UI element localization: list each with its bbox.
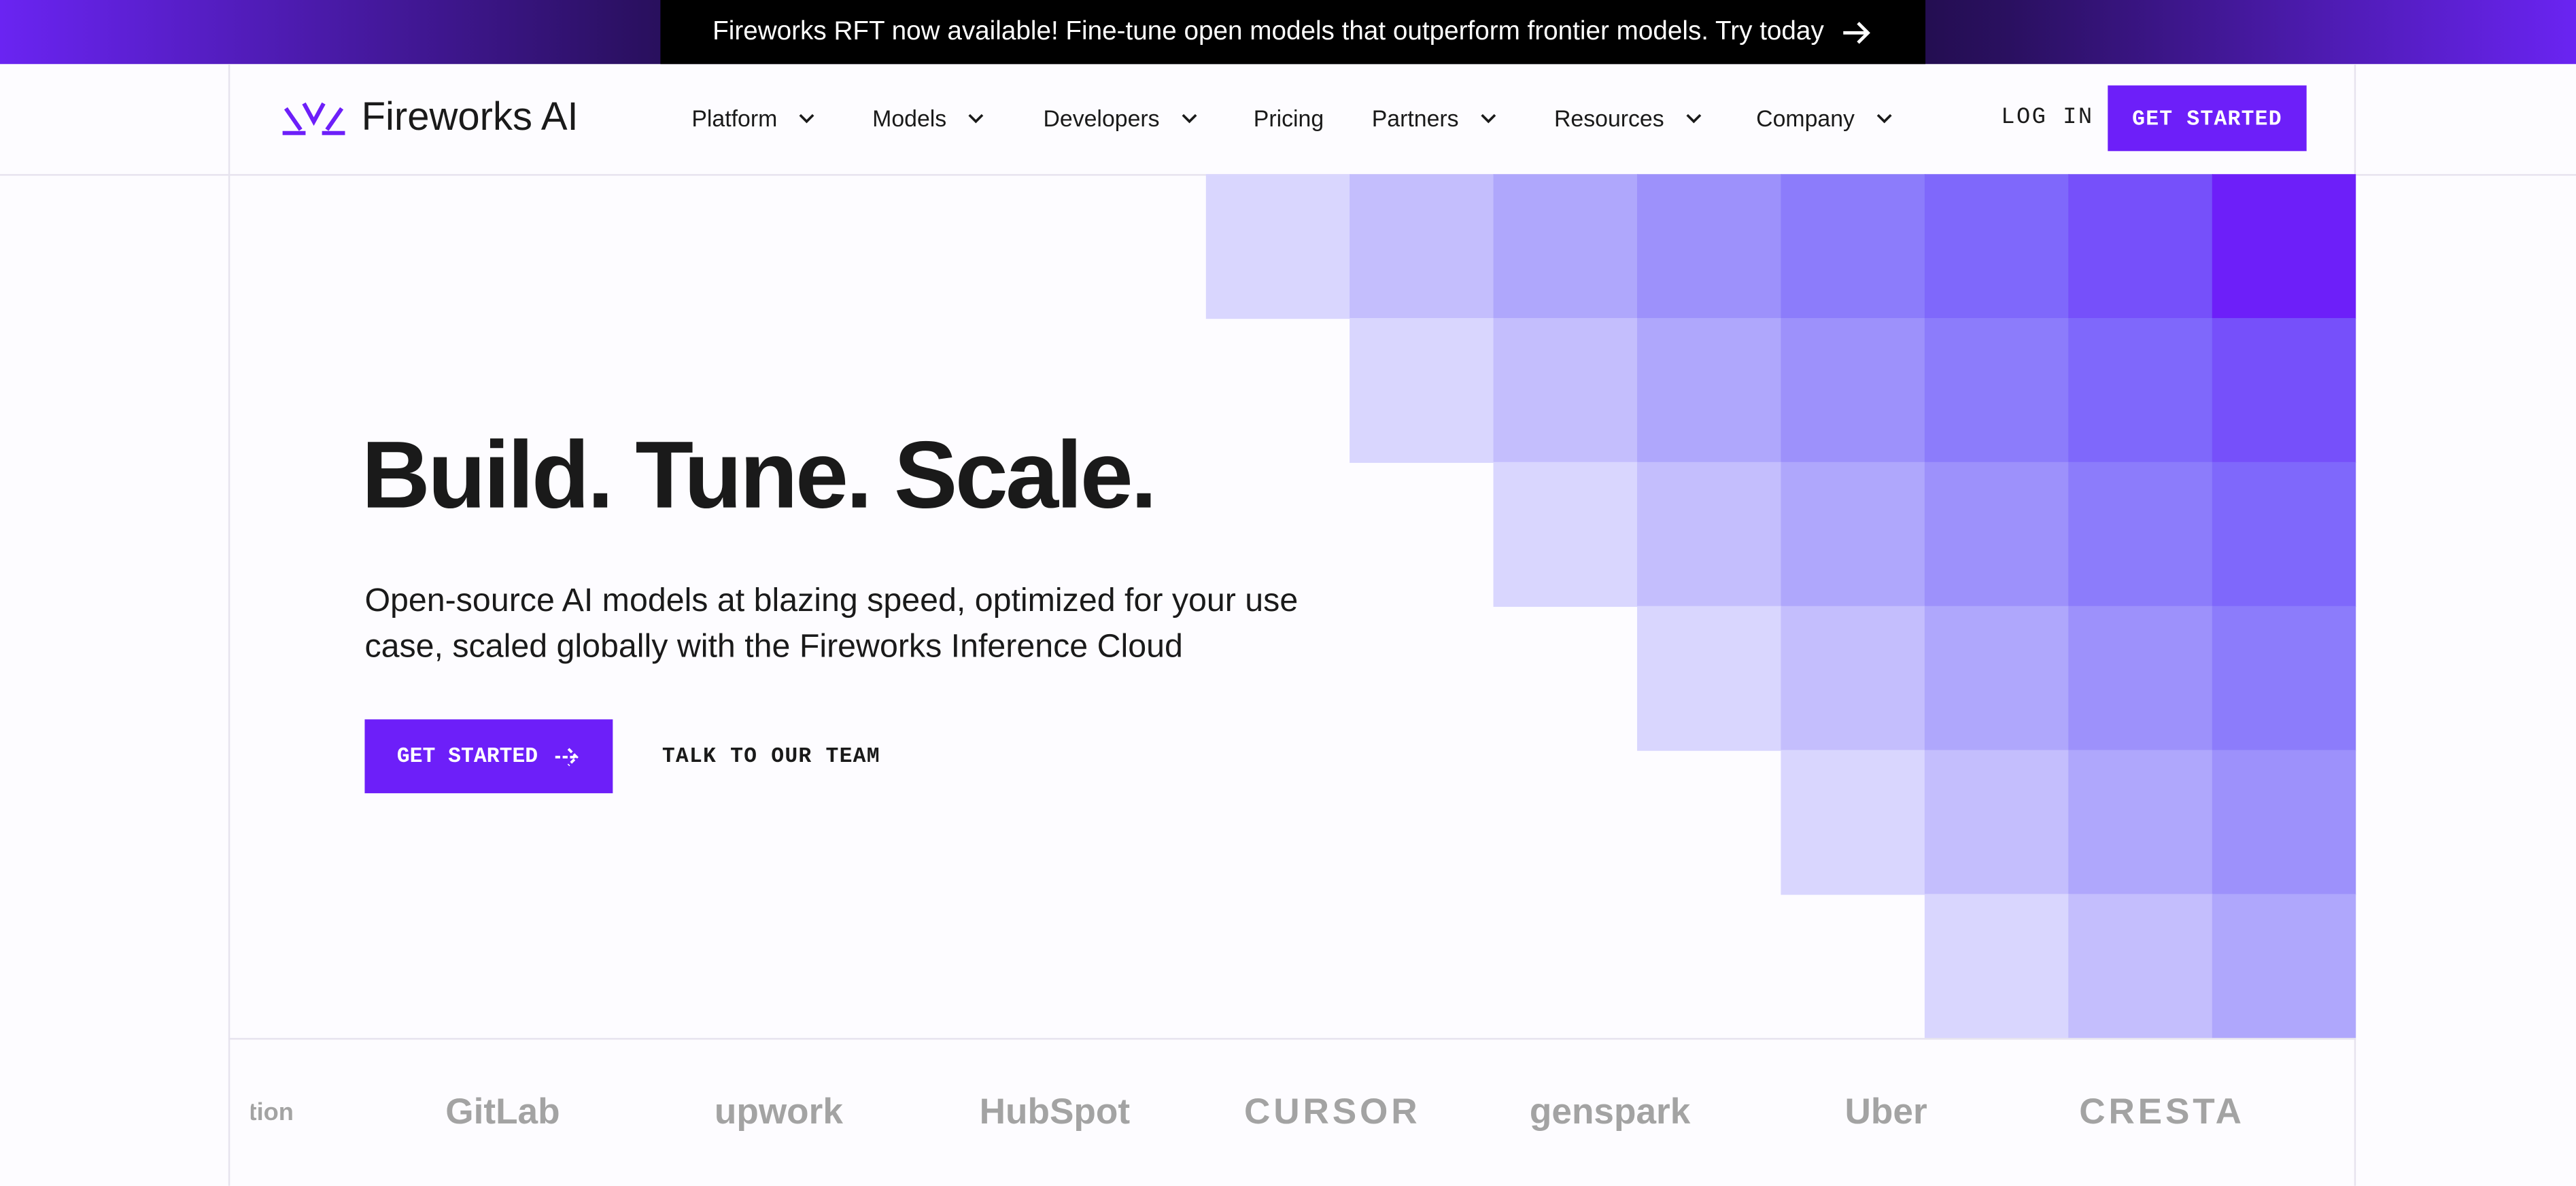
grid-tile — [2212, 461, 2356, 607]
grid-tile — [1924, 894, 2070, 1039]
grid-tile — [1781, 750, 1926, 895]
grid-tile — [1636, 317, 1782, 464]
grid-tile — [1205, 174, 1351, 319]
nav-label: Platform — [691, 105, 778, 132]
grid-tile — [2212, 894, 2356, 1039]
hero-graphic — [1205, 174, 2356, 1039]
grid-tile — [1493, 461, 1638, 607]
chevron-icon — [799, 114, 814, 124]
grid-tile — [2068, 461, 2213, 607]
nav-label: Pricing — [1253, 105, 1324, 132]
grid-tile — [2068, 750, 2213, 895]
grid-tile — [1636, 174, 1782, 319]
grid-tile — [1636, 606, 1782, 751]
logo-mark — [282, 102, 345, 135]
nav-item[interactable]: Partners — [1371, 105, 1498, 132]
login-link[interactable]: LOG IN — [2001, 105, 2094, 132]
chevron-icon — [1876, 114, 1892, 124]
primary-cta-text: GET STARTED — [396, 744, 538, 769]
brand-logo: Notion — [216, 1098, 294, 1127]
grid-tile — [2212, 174, 2356, 319]
grid-tile — [1924, 461, 2070, 607]
grid-tile — [1350, 317, 1494, 464]
logo[interactable]: Fireworks AI — [279, 95, 579, 141]
grid-tile — [2212, 750, 2356, 895]
chevron-icon — [1481, 114, 1496, 124]
grid-tile — [2068, 174, 2213, 319]
brand-logo: upwork — [714, 1090, 843, 1132]
grid-tile — [2212, 317, 2356, 464]
grid-tile — [1781, 461, 1926, 607]
grid-tile — [1924, 317, 2070, 464]
announcement-link[interactable]: Fireworks RFT now available! Fine-tune o… — [660, 0, 1926, 65]
announcement-text: Fireworks RFT now available! Fine-tune o… — [712, 17, 1824, 46]
nav-label: Resources — [1553, 105, 1664, 132]
chevron-icon — [1182, 114, 1197, 124]
nav-label: Developers — [1043, 105, 1160, 132]
chevron-icon — [968, 114, 984, 124]
brand-logo: CRESTA — [2079, 1090, 2245, 1132]
grid-tile — [1924, 174, 2070, 319]
grid-tile — [2068, 606, 2213, 751]
brand-logo: HubSpot — [979, 1090, 1131, 1132]
brand-logo: GitLab — [445, 1090, 560, 1132]
secondary-cta[interactable]: TALK TO OUR TEAM — [662, 744, 880, 769]
grid-tile — [1781, 174, 1926, 319]
nav-label: Partners — [1371, 105, 1459, 132]
divider — [228, 1038, 2356, 1040]
grid-tile — [1493, 317, 1638, 464]
hero-subtitle: Open-source AI models at blazing speed, … — [364, 582, 1299, 665]
arrow-icon — [1843, 20, 1871, 43]
nav-cta[interactable]: GET STARTED — [2108, 85, 2307, 152]
grid-tile — [1493, 174, 1638, 319]
nav-item[interactable]: Models — [872, 105, 986, 132]
brand-logo: genspark — [1529, 1090, 1691, 1132]
nav-item[interactable]: Platform — [691, 105, 817, 132]
grid-tile — [1350, 174, 1494, 319]
chevron-icon — [1686, 114, 1702, 124]
grid-tile — [1781, 317, 1926, 464]
grid-tile — [1924, 606, 2070, 751]
nav-item[interactable]: Resources — [1553, 105, 1704, 132]
logo-text: Fireworks AI — [361, 95, 579, 140]
primary-cta[interactable]: GET STARTED — [364, 719, 613, 794]
grid-tile — [2068, 894, 2213, 1039]
grid-tile — [1924, 750, 2070, 895]
grid-tile — [2212, 606, 2356, 751]
nav-item[interactable]: Pricing — [1254, 105, 1324, 132]
nav-label: Models — [872, 105, 947, 132]
grid-tile — [2068, 317, 2213, 464]
nav-item[interactable]: Company — [1756, 105, 1894, 132]
grid-tile — [1636, 461, 1782, 607]
brand-logo: Uber — [1844, 1090, 1927, 1132]
nav-label: Company — [1756, 105, 1855, 132]
grid-tile — [1781, 606, 1926, 751]
nav-item[interactable]: Developers — [1043, 105, 1199, 132]
brand-logo: CURSOR — [1244, 1090, 1421, 1132]
arrow-icon — [555, 747, 579, 766]
hero-title: Build. Tune. Scale. — [361, 422, 1157, 529]
